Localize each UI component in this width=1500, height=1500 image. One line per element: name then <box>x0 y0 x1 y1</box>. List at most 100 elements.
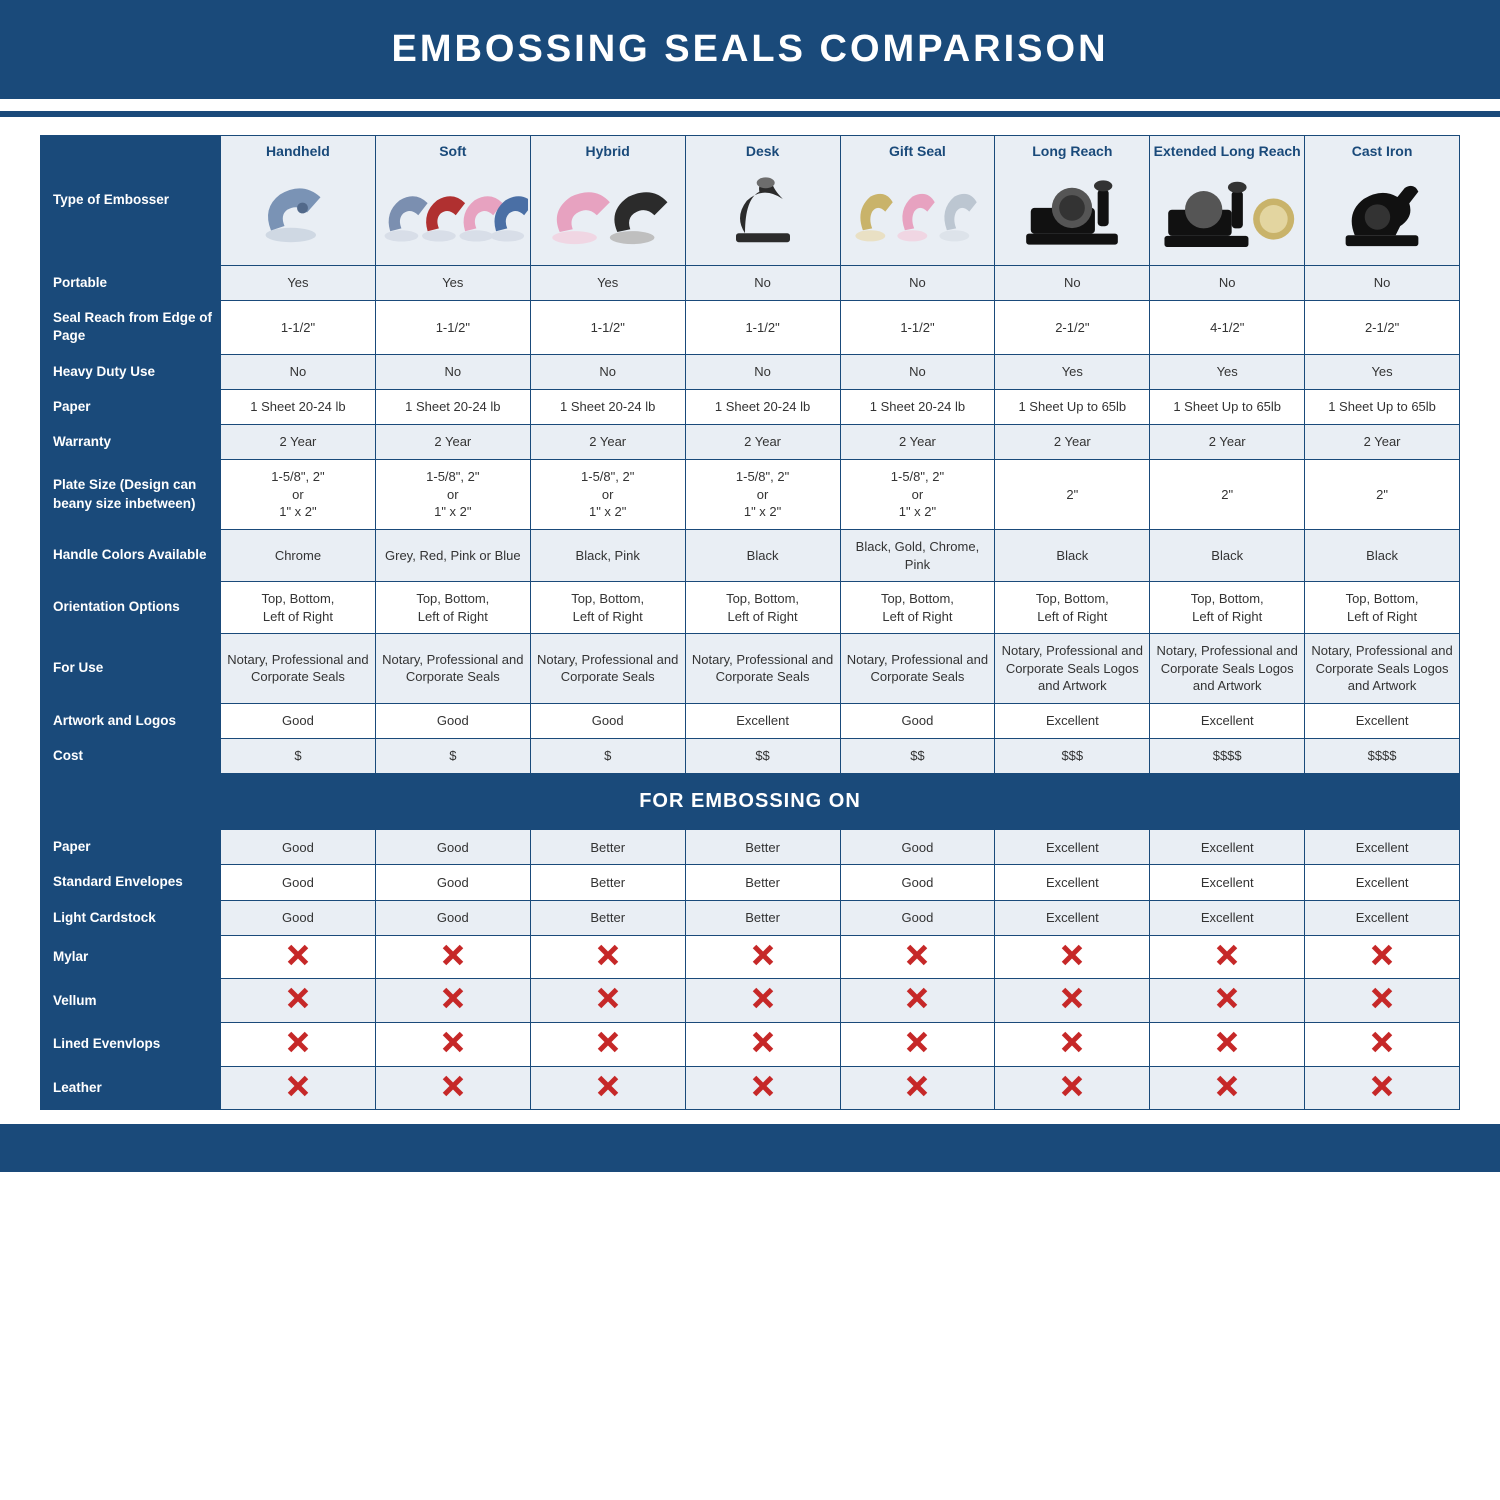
not-supported-icon <box>287 1075 309 1097</box>
table-cell: Excellent <box>685 703 840 738</box>
not-supported-icon <box>1371 987 1393 1009</box>
table-cell: No <box>685 354 840 389</box>
table-cell: Excellent <box>1150 830 1305 865</box>
table-cell <box>995 935 1150 979</box>
table-cell: 1-1/2" <box>685 301 840 354</box>
not-supported-icon <box>597 1075 619 1097</box>
table-cell: Black, Pink <box>530 529 685 581</box>
table-cell: Notary, Professional and Corporate Seals <box>840 634 995 704</box>
table-cell: 1-5/8", 2"or1" x 2" <box>840 460 995 530</box>
table-cell: 2 Year <box>1150 425 1305 460</box>
handheld-embosser-icon <box>223 165 373 260</box>
table-cell: 1 Sheet 20-24 lb <box>530 389 685 424</box>
table-cell <box>530 935 685 979</box>
type-of-embosser-label: Type of Embosser <box>41 136 221 266</box>
table-cell: Black <box>685 529 840 581</box>
cast-iron-embosser-icon <box>1307 165 1457 260</box>
row-label: Orientation Options <box>41 582 221 634</box>
col-header-long-reach: Long Reach <box>995 136 1150 266</box>
table-cell: 2" <box>995 460 1150 530</box>
not-supported-icon <box>1216 1031 1238 1053</box>
col-name: Extended Long Reach <box>1152 142 1302 161</box>
not-supported-icon <box>442 944 464 966</box>
table-cell: $ <box>375 739 530 774</box>
footer-bar <box>0 1124 1500 1172</box>
not-supported-icon <box>906 987 928 1009</box>
table-cell <box>1150 1022 1305 1066</box>
not-supported-icon <box>1061 987 1083 1009</box>
table-row: For UseNotary, Professional and Corporat… <box>41 634 1460 704</box>
table-cell <box>840 935 995 979</box>
table-cell <box>840 1022 995 1066</box>
table-cell: 1 Sheet Up to 65lb <box>995 389 1150 424</box>
table-cell <box>221 935 376 979</box>
table-cell <box>685 1022 840 1066</box>
long-reach-embosser-icon <box>997 165 1147 260</box>
table-cell: 1 Sheet Up to 65lb <box>1150 389 1305 424</box>
not-supported-icon <box>442 1031 464 1053</box>
table-cell: Notary, Professional and Corporate Seals… <box>1150 634 1305 704</box>
row-label: Paper <box>41 389 221 424</box>
table-cell: 1-5/8", 2"or1" x 2" <box>530 460 685 530</box>
not-supported-icon <box>906 944 928 966</box>
not-supported-icon <box>287 944 309 966</box>
table-cell: Yes <box>530 266 685 301</box>
table-cell <box>375 935 530 979</box>
row-label: Leather <box>41 1066 221 1110</box>
section-banner: FOR EMBOSSING ON <box>41 774 1460 830</box>
table-cell: Excellent <box>1150 900 1305 935</box>
table-cell: Yes <box>1305 354 1460 389</box>
table-cell: Excellent <box>1305 865 1460 900</box>
table-cell: 1-5/8", 2"or1" x 2" <box>375 460 530 530</box>
table-row: Lined Evenvlops <box>41 1022 1460 1066</box>
table-cell: Good <box>530 703 685 738</box>
table-cell: Excellent <box>1150 865 1305 900</box>
not-supported-icon <box>752 1075 774 1097</box>
col-name: Cast Iron <box>1307 142 1457 161</box>
not-supported-icon <box>752 1031 774 1053</box>
table-cell: No <box>530 354 685 389</box>
table-cell: Chrome <box>221 529 376 581</box>
table-cell: 1 Sheet 20-24 lb <box>221 389 376 424</box>
table-cell <box>1305 1022 1460 1066</box>
table-cell: Excellent <box>995 865 1150 900</box>
not-supported-icon <box>287 987 309 1009</box>
hybrid-embosser-icon <box>533 165 683 260</box>
table-row: PortableYesYesYesNoNoNoNoNo <box>41 266 1460 301</box>
table-cell: Black <box>1305 529 1460 581</box>
table-cell <box>995 1022 1150 1066</box>
table-cell: Notary, Professional and Corporate Seals <box>221 634 376 704</box>
table-cell <box>1305 979 1460 1023</box>
table-cell: Excellent <box>995 703 1150 738</box>
not-supported-icon <box>906 1031 928 1053</box>
table-cell: Notary, Professional and Corporate Seals <box>375 634 530 704</box>
table-cell: Better <box>530 830 685 865</box>
col-name: Hybrid <box>533 142 683 161</box>
table-cell: Notary, Professional and Corporate Seals <box>530 634 685 704</box>
table-cell: Excellent <box>995 830 1150 865</box>
table-cell: Better <box>685 865 840 900</box>
table-row: Leather <box>41 1066 1460 1110</box>
table-cell: Yes <box>221 266 376 301</box>
table-cell: Notary, Professional and Corporate Seals… <box>1305 634 1460 704</box>
row-label: Mylar <box>41 935 221 979</box>
not-supported-icon <box>1061 1075 1083 1097</box>
table-cell: Notary, Professional and Corporate Seals <box>685 634 840 704</box>
not-supported-icon <box>1371 944 1393 966</box>
table-cell <box>840 1066 995 1110</box>
col-header-soft: Soft <box>375 136 530 266</box>
col-header-extended-long-reach: Extended Long Reach <box>1150 136 1305 266</box>
table-body-main: PortableYesYesYesNoNoNoNoNoSeal Reach fr… <box>41 266 1460 774</box>
table-row: Handle Colors AvailableChromeGrey, Red, … <box>41 529 1460 581</box>
extended-long-reach-embosser-icon <box>1152 165 1302 260</box>
table-cell: No <box>685 266 840 301</box>
table-cell: $ <box>530 739 685 774</box>
row-label: Lined Evenvlops <box>41 1022 221 1066</box>
table-cell: Top, Bottom,Left of Right <box>685 582 840 634</box>
table-cell <box>1150 1066 1305 1110</box>
row-label: Cost <box>41 739 221 774</box>
table-cell <box>685 1066 840 1110</box>
table-cell: Better <box>530 900 685 935</box>
table-cell: Good <box>840 703 995 738</box>
table-cell: 2 Year <box>530 425 685 460</box>
